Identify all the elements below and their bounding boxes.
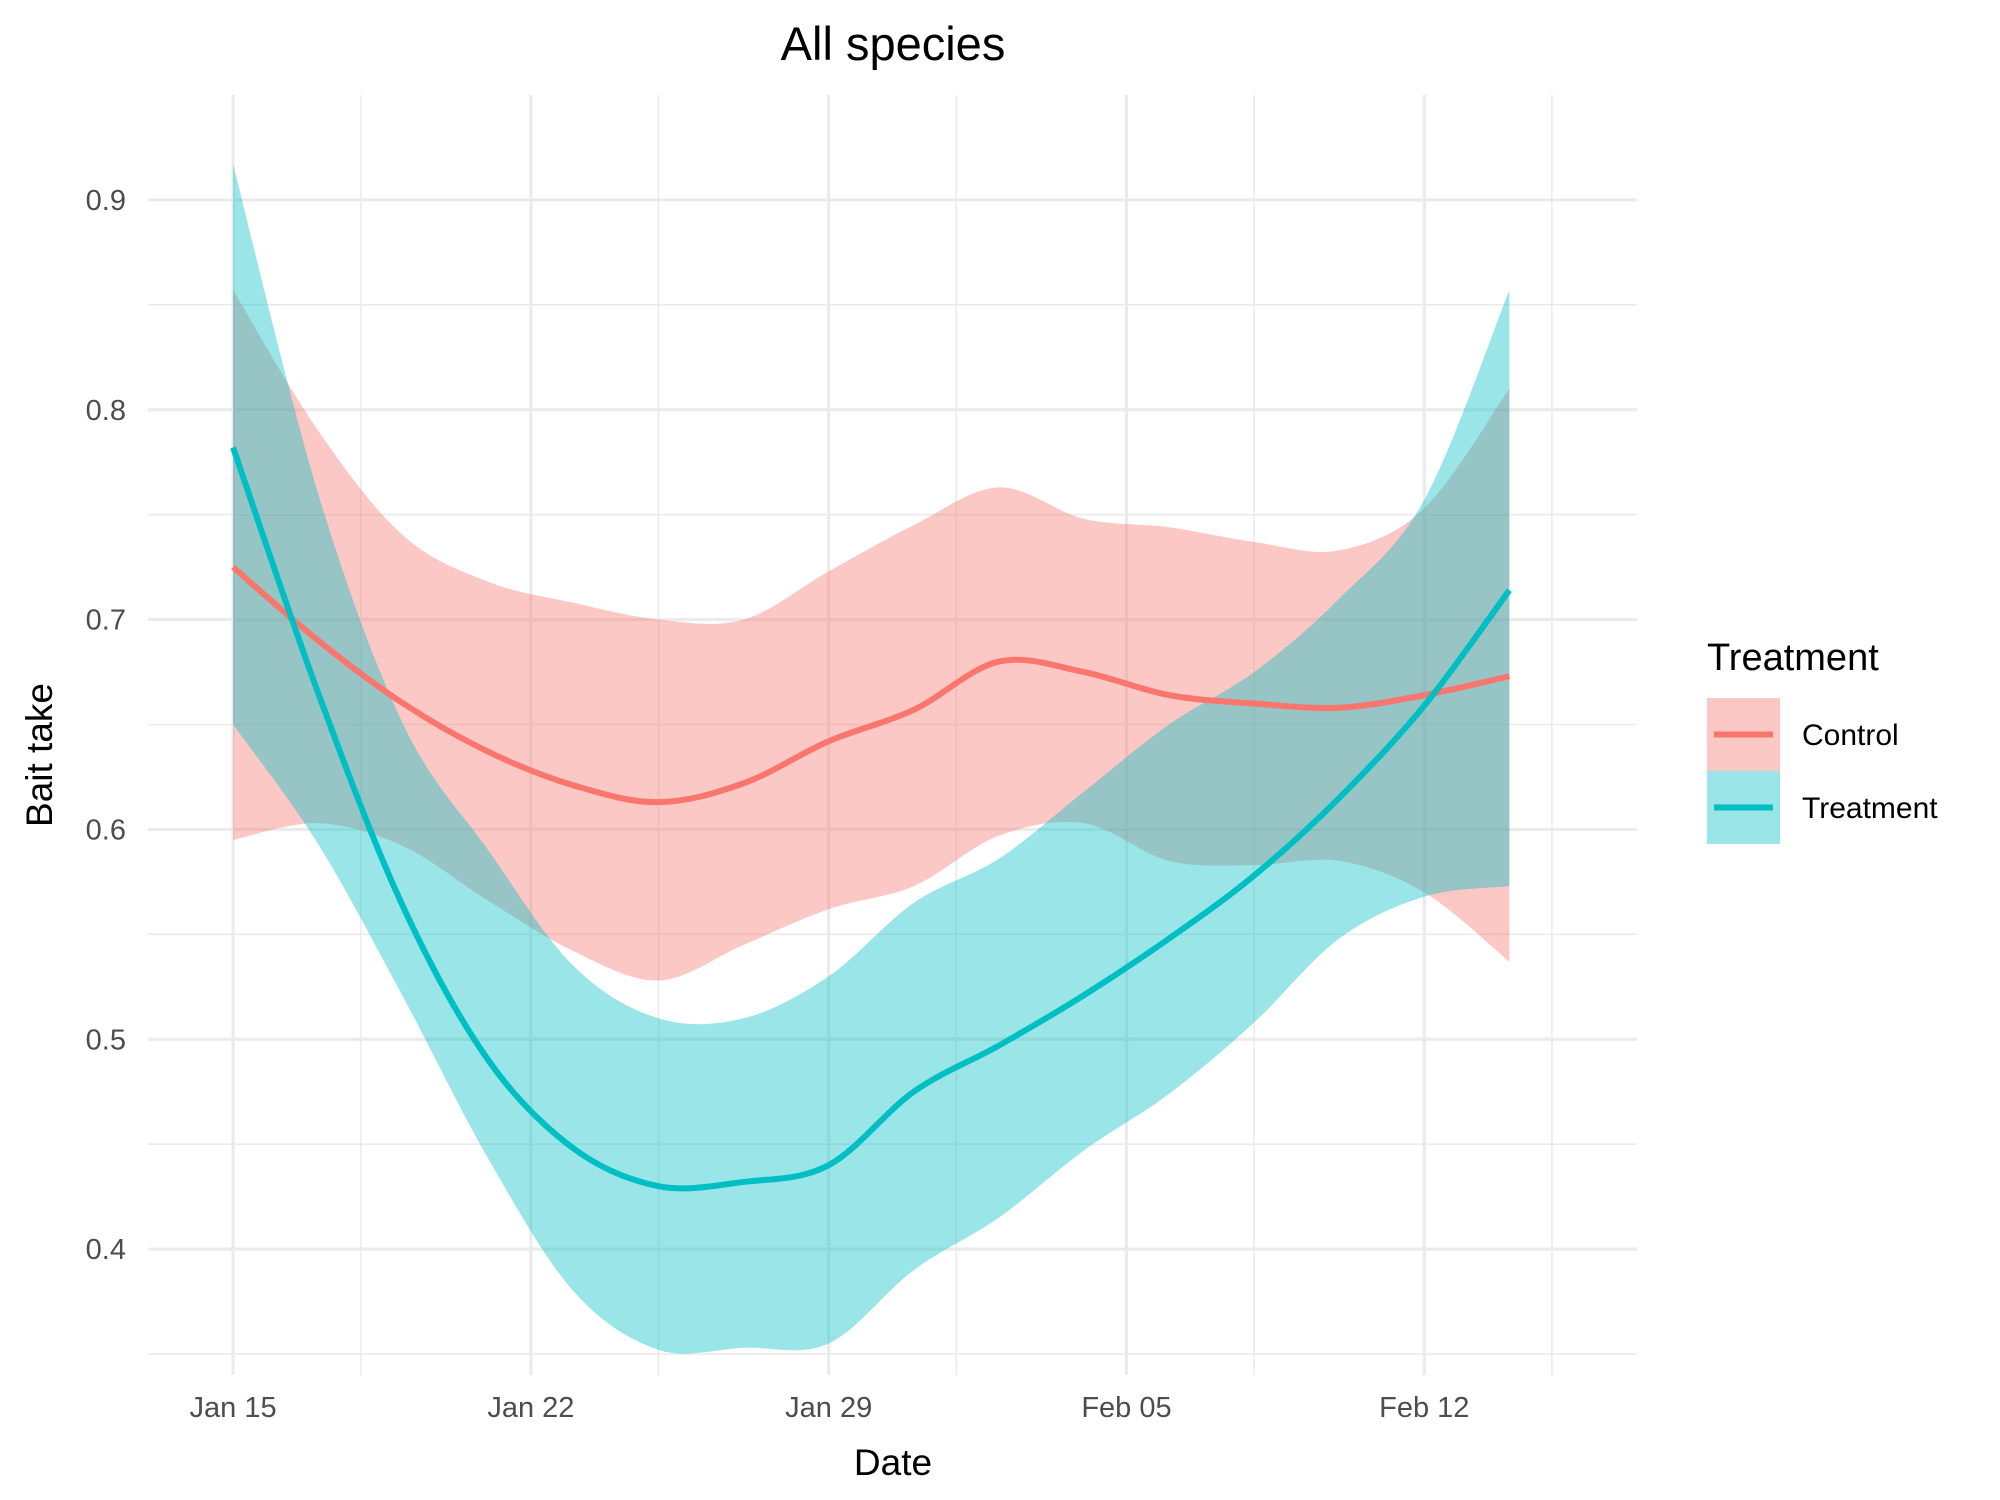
x-tick-label: Feb 05 [1081, 1392, 1171, 1424]
x-tick-label: Jan 22 [487, 1392, 574, 1424]
x-tick-label: Jan 29 [785, 1392, 872, 1424]
grid-major [148, 95, 1637, 1375]
series-line-treatment [230, 446, 1512, 1192]
confidence-bands [233, 164, 1510, 1354]
y-tick-labels: 0.4 0.5 0.6 0.7 0.8 0.9 [86, 185, 126, 1266]
legend-keys: Control Treatment [1707, 698, 1938, 844]
x-tick-label: Jan 15 [190, 1392, 277, 1424]
y-tick-label: 0.8 [86, 395, 126, 427]
confidence-band-control [233, 290, 1510, 981]
legend: Treatment Control Treatment [1707, 637, 1938, 844]
x-tick-label: Feb 12 [1379, 1392, 1469, 1424]
series-lines [230, 446, 1512, 1192]
y-tick-label: 0.4 [86, 1234, 126, 1266]
grid-minor [148, 95, 1637, 1375]
y-tick-label: 0.5 [86, 1024, 126, 1056]
y-axis-title: Bait take [19, 683, 60, 827]
legend-label-treatment: Treatment [1802, 792, 1938, 825]
chart-title: All species [781, 17, 1006, 70]
y-tick-label: 0.7 [86, 605, 126, 637]
series-line-control [231, 564, 1511, 806]
legend-title: Treatment [1707, 637, 1879, 679]
x-tick-labels: Jan 15 Jan 22 Jan 29 Feb 05 Feb 12 [190, 1392, 1470, 1424]
legend-label-control: Control [1802, 719, 1899, 752]
y-tick-label: 0.9 [86, 185, 126, 217]
y-tick-label: 0.6 [86, 814, 126, 846]
x-axis-title: Date [854, 1442, 932, 1483]
confidence-band-treatment [233, 164, 1510, 1354]
